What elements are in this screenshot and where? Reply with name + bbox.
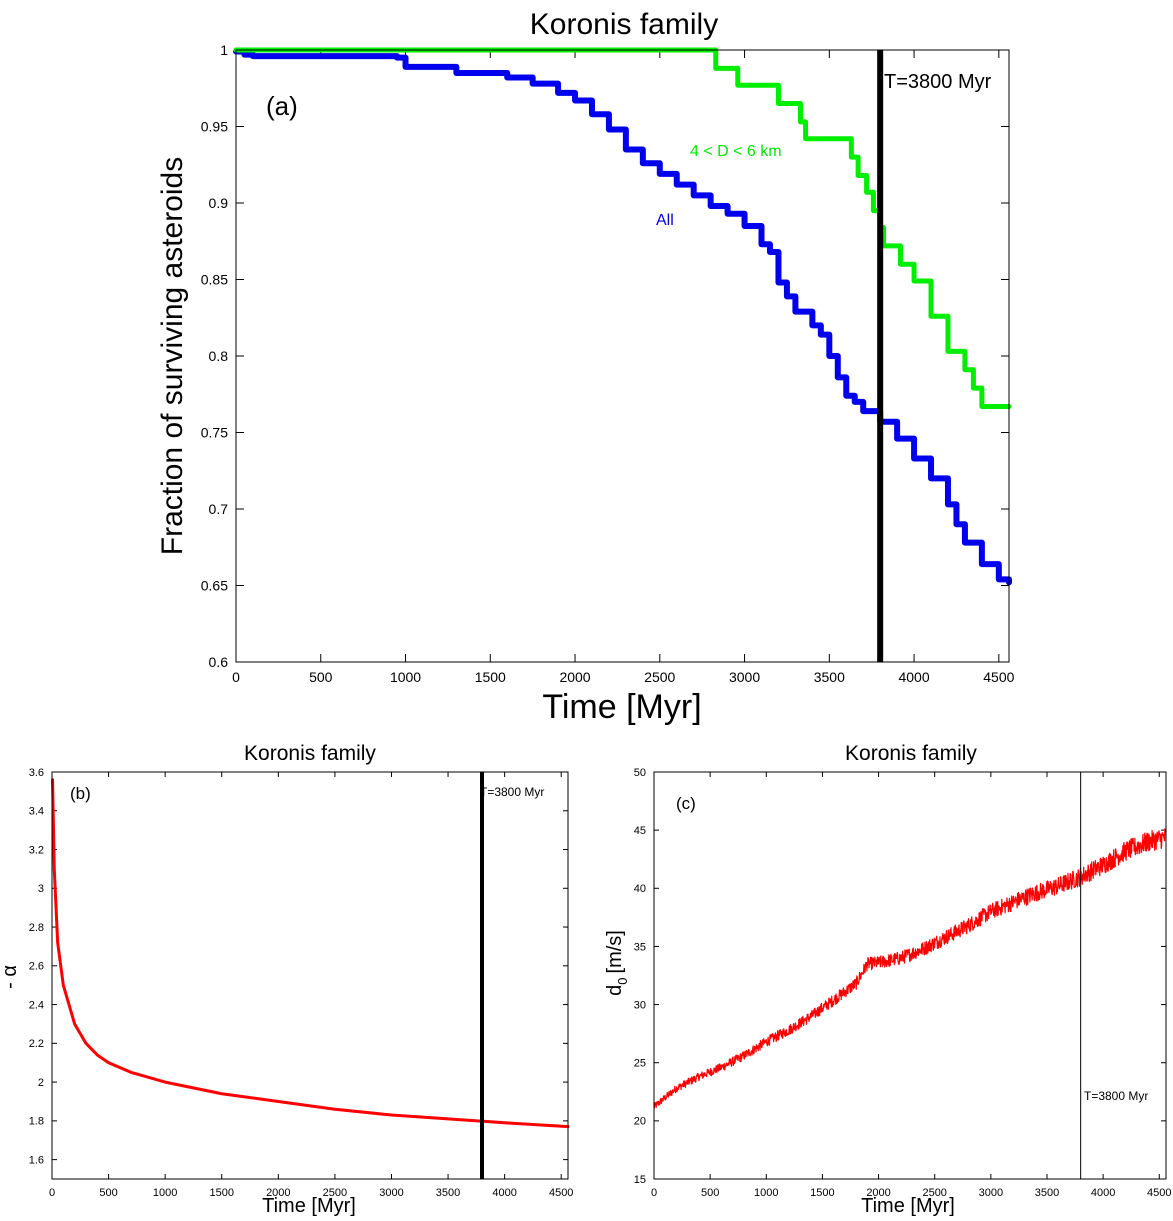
y-tick-label: 50 [634, 767, 646, 779]
panel-a-plot-frame [235, 49, 1010, 663]
x-tick-label: 4000 [898, 669, 929, 685]
panel-c-ylabel-unit: [m/s] [604, 930, 626, 973]
x-tick-label: 0 [49, 1187, 55, 1199]
y-tick-label: 40 [634, 883, 646, 895]
y-tick-label: 30 [634, 999, 646, 1011]
panel-c-title: Koronis family [845, 742, 977, 765]
y-tick-label: 0.7 [209, 501, 229, 517]
y-tick-label: 35 [634, 941, 646, 953]
x-tick-label: 4500 [1147, 1187, 1171, 1199]
x-tick-label: 4000 [1091, 1187, 1115, 1199]
y-tick-label: 0.8 [209, 348, 229, 364]
y-tick-label: 2 [38, 1077, 44, 1089]
y-tick-label: 15 [634, 1174, 646, 1186]
x-tick-label: 4500 [549, 1187, 573, 1199]
x-tick-label: 500 [309, 669, 333, 685]
y-tick-label: 2.2 [29, 1038, 44, 1050]
panel-c-xlabel: Time [Myr] [861, 1195, 955, 1217]
panel-c-plot-frame [653, 771, 1167, 1180]
panel-a-label: (a) [266, 91, 298, 121]
x-tick-label: 2000 [866, 1187, 890, 1199]
x-tick-label: 0 [232, 669, 240, 685]
y-tick-label: 3.4 [29, 806, 44, 818]
panel-b-series [51, 772, 570, 1179]
y-tick-label: 0.95 [201, 118, 228, 134]
x-tick-label: 2500 [323, 1187, 347, 1199]
y-tick-label: 2.6 [29, 961, 44, 973]
panel-a-ticks: 0 500 1000 1500 2000 2500 3000 3500 4000 4500 0.6 0… [201, 42, 1015, 685]
x-tick-label: 4500 [983, 669, 1014, 685]
x-tick-label: 2000 [559, 669, 590, 685]
panel-c-label: (c) [676, 794, 696, 813]
y-tick-label: 3.2 [29, 844, 44, 856]
series-line-main [51, 778, 570, 1129]
series-line-4-d-6-km [233, 47, 1012, 409]
panel-a-ylabel: Fraction of surviving asteroids [156, 157, 189, 556]
y-tick-label: 1 [220, 42, 228, 58]
panel-b-label: (b) [70, 784, 91, 803]
y-tick-label: 0.9 [209, 195, 229, 211]
panel-a-chart: Koronis family (a) Time [Myr] Fraction o… [156, 8, 1015, 726]
panel-b-ticks: 0 500 1000 1500 2000 2500 3000 3500 4000 4500 1.6 1… [29, 767, 574, 1199]
y-tick-label: 0.65 [201, 577, 228, 593]
x-tick-label: 3500 [1035, 1187, 1059, 1199]
panel-b-chart: Koronis family (b) Time [Myr] - α 0 500 10… [0, 742, 573, 1217]
panel-c-ticks: 0 500 1000 1500 2000 2500 3000 3500 4000 4500 15 20… [634, 767, 1172, 1199]
y-tick-label: 0.85 [201, 271, 228, 287]
x-tick-label: 1000 [153, 1187, 177, 1199]
y-tick-label: 0.6 [209, 654, 229, 670]
panel-a-series-label-green: 4 < D < 6 km [690, 143, 782, 160]
panel-a-title: Koronis family [530, 8, 718, 41]
x-tick-label: 500 [701, 1187, 719, 1199]
x-tick-label: 3500 [814, 669, 845, 685]
panel-b-title: Koronis family [244, 742, 376, 765]
y-tick-label: 45 [634, 825, 646, 837]
x-tick-label: 0 [651, 1187, 657, 1199]
x-tick-label: 3000 [729, 669, 760, 685]
y-tick-label: 1.6 [29, 1154, 44, 1166]
x-tick-label: 1500 [810, 1187, 834, 1199]
y-tick-label: 2.8 [29, 922, 44, 934]
x-tick-label: 4000 [492, 1187, 516, 1199]
panel-c-series [653, 772, 1167, 1179]
y-tick-label: 20 [634, 1116, 646, 1128]
y-tick-label: 3 [38, 883, 44, 895]
x-tick-label: 1500 [209, 1187, 233, 1199]
y-tick-label: 2.4 [29, 999, 44, 1011]
y-tick-label: 0.75 [201, 424, 228, 440]
x-tick-label: 2500 [922, 1187, 946, 1199]
series-line-all [233, 48, 1012, 586]
panel-c-vline-label: T=3800 Myr [1084, 1089, 1148, 1103]
panel-c-ylabel-sub: 0 [615, 977, 630, 984]
panel-c-ylabel: d0 [m/s] [604, 930, 630, 996]
panel-b-xlabel: Time [Myr] [262, 1195, 356, 1217]
x-tick-label: 2000 [266, 1187, 290, 1199]
x-tick-label: 3500 [436, 1187, 460, 1199]
x-tick-label: 1000 [754, 1187, 778, 1199]
panel-a-vline-label: T=3800 Myr [884, 71, 992, 93]
x-tick-label: 3000 [379, 1187, 403, 1199]
panel-a-xlabel: Time [Myr] [542, 688, 701, 726]
series-line-main [653, 828, 1167, 1109]
panel-c-ylabel-main: d [604, 985, 626, 996]
svg-text:d0[m/s]: d0 [m/s] [604, 930, 630, 996]
y-tick-label: 3.6 [29, 767, 44, 779]
x-tick-label: 2500 [644, 669, 675, 685]
x-tick-label: 1500 [475, 669, 506, 685]
x-tick-label: 3000 [979, 1187, 1003, 1199]
y-tick-label: 25 [634, 1058, 646, 1070]
panel-b-vline-label: T=3800 Myr [480, 785, 544, 799]
panel-b-plot-frame [51, 771, 569, 1180]
y-tick-label: 1.8 [29, 1116, 44, 1128]
x-tick-label: 500 [99, 1187, 117, 1199]
x-tick-label: 1000 [390, 669, 421, 685]
panel-a-series-label-blue: All [656, 212, 674, 229]
panel-b-ylabel: - α [0, 965, 21, 989]
panel-a-series [233, 47, 1012, 662]
